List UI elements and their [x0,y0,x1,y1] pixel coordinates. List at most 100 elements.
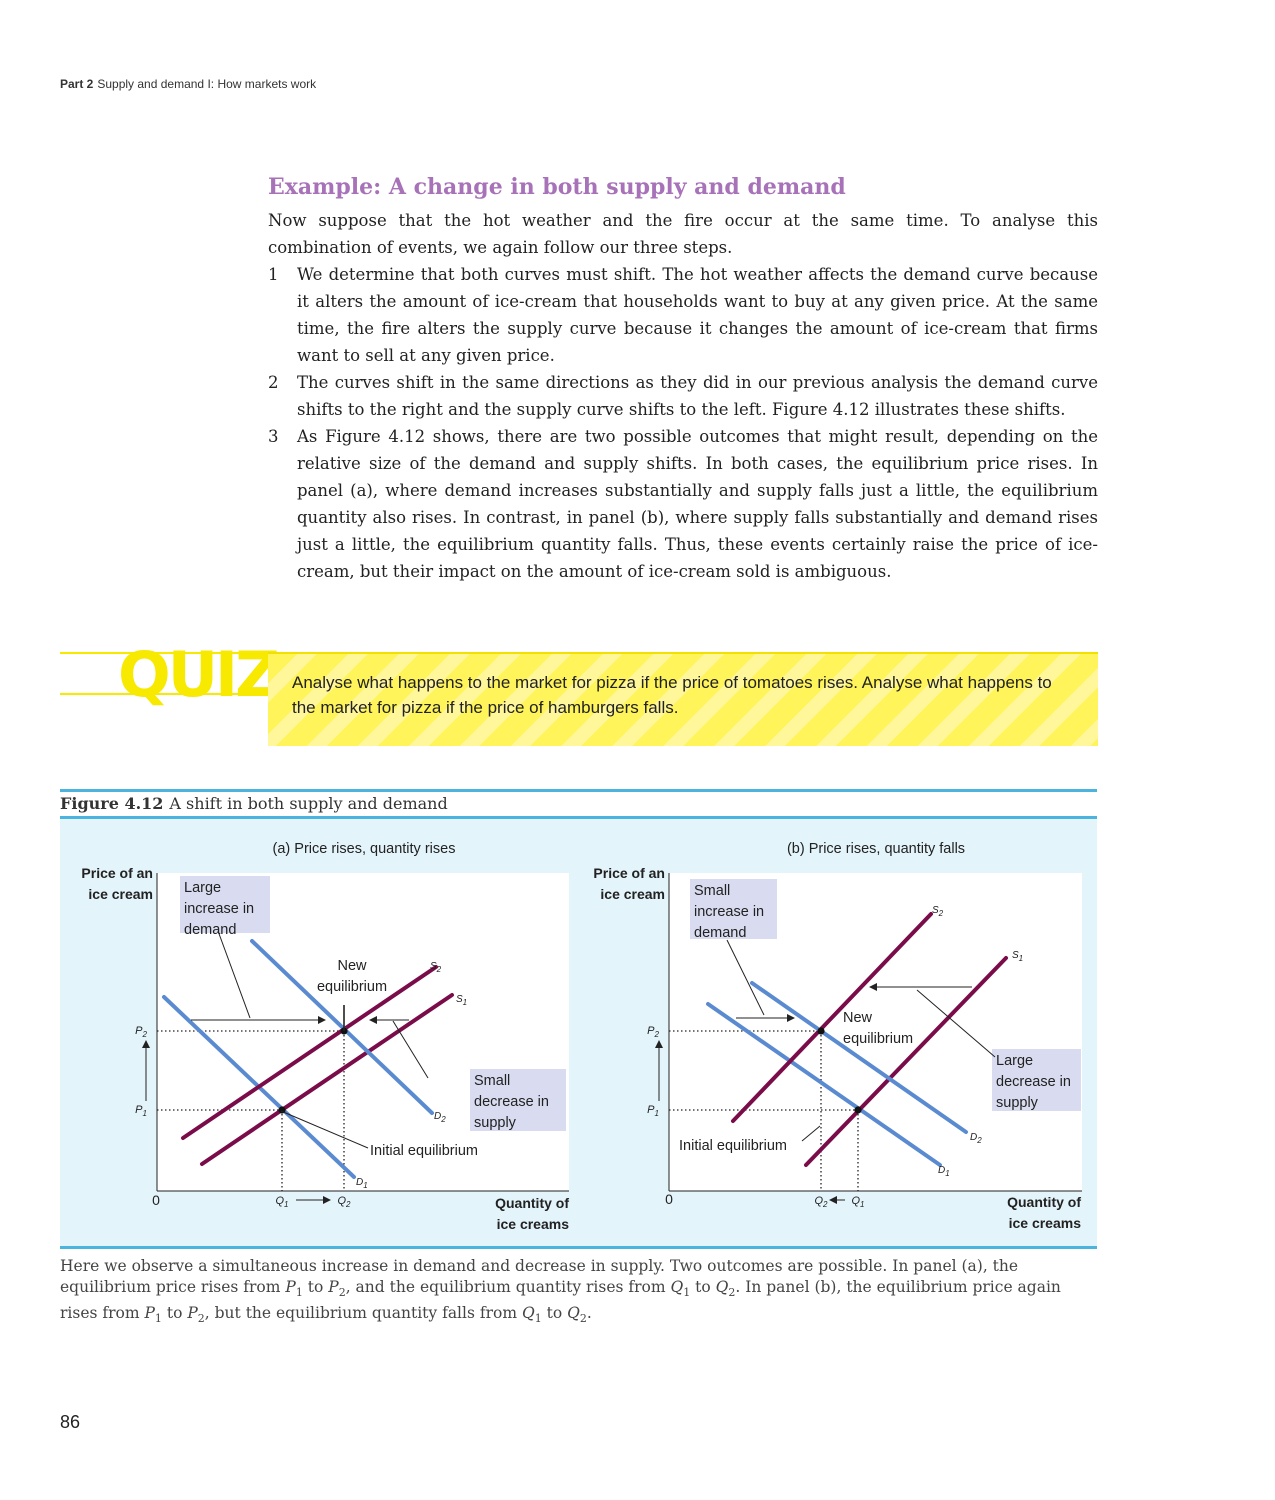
curve-label-d2: D2 [970,1132,982,1145]
annotation-leader-line [392,1020,429,1079]
annotation-leader-line [801,1125,821,1142]
note-text: . [586,1304,592,1323]
annotation-leader-line [916,989,996,1058]
figure-rule-mid [60,816,1097,819]
new-equilibrium-label: New [337,958,367,974]
quiz-rule-top [60,652,268,654]
page-number: 86 [60,1412,81,1432]
price-tick-label: P1 [135,1104,147,1118]
intro-paragraph: Now suppose that the hot weather and the… [268,211,1098,257]
note-text: Here we observe a simultaneous increase … [60,1257,1019,1296]
new-equilibrium-point [817,1027,825,1035]
note-subscript: 2 [338,1286,346,1300]
y-axis-label: ice cream [600,886,665,902]
x-axis-label: Quantity of [495,1195,569,1211]
note-subscript: 2 [579,1312,587,1326]
note-variable: P [328,1278,339,1296]
curve-label-d1: D1 [356,1177,368,1190]
quiz-rule-bottom [60,693,268,695]
section-title: Example: A change in both supply and dem… [268,174,846,200]
annotation-leader-line [726,939,765,1016]
step-number: 3 [268,427,279,446]
y-axis-label: Price of an [593,865,665,881]
step-item: 1 We determine that both curves must shif… [268,261,1098,369]
curve-s2 [731,912,933,1123]
step-text: The curves shift in the same directions … [297,373,1098,419]
note-variable: P [144,1304,155,1323]
annotation-text: supply [996,1095,1039,1111]
quantity-tick-label: Q2 [814,1195,828,1209]
note-text: , but the equilibrium quantity falls fro… [204,1304,522,1323]
note-variable: P [187,1304,198,1323]
note-variable: Q [715,1278,729,1296]
note-text: . In panel (b), the equilibrium price ag… [60,1278,1061,1323]
annotation-text: Small [474,1073,510,1089]
annotation-box-b [690,879,777,939]
note-variable: Q [521,1304,535,1323]
quiz-box: Analyse what happens to the market for p… [268,652,1098,746]
curve-label-d2: D2 [434,1111,446,1124]
initial-equilibrium-label: Initial equilibrium [679,1138,787,1154]
quiz-box-rule [268,652,1098,654]
curve-s1 [804,956,1008,1167]
annotation-box-b [992,1049,1081,1111]
panel-title-b: (b) Price rises, quantity falls [787,841,965,857]
figure-rule-top [60,789,1097,792]
x-axis-label: ice creams [497,1216,570,1232]
annotation-text: Large [184,880,221,896]
annotation-box-a [470,1069,566,1131]
curve-label-s2: S2 [932,905,944,918]
curve-d2 [250,939,434,1115]
note-text: , and the equilibrium quantity rises fro… [345,1278,671,1296]
annotation-text: Large [996,1053,1033,1069]
annotation-text: decrease in [996,1074,1071,1090]
note-subscript: 2 [728,1286,736,1300]
new-equilibrium-label: equilibrium [843,1031,913,1047]
note-subscript: 1 [534,1312,542,1326]
note-variable: Q [567,1304,580,1323]
step-number: 1 [268,265,279,284]
step-item: 2 The curves shift in the same directions… [268,369,1098,423]
note-variable: P [285,1278,296,1296]
price-tick-label: P2 [135,1025,147,1039]
annotation-text: increase in [184,901,254,917]
origin-label: 0 [152,1192,160,1208]
x-axis-label: ice creams [1009,1215,1082,1231]
quantity-tick-label: Q2 [337,1195,351,1209]
note-text: to [690,1278,716,1296]
figure-caption: Figure 4.12 A shift in both supply and de… [60,794,448,813]
note-text: to [302,1278,329,1296]
curve-label-s1: S1 [1012,950,1023,963]
annotation-text: demand [184,922,236,938]
annotation-text: decrease in [474,1094,549,1110]
note-subscript: 1 [154,1312,162,1326]
curve-d1 [706,1002,942,1167]
note-variable: Q [670,1278,684,1296]
curve-label-d1: D1 [938,1165,950,1178]
curve-label-s1: S1 [456,994,467,1007]
step-text: We determine that both curves must shift… [297,265,1098,365]
step-item: 3 As Figure 4.12 shows, there are two pos… [268,423,1098,585]
annotation-text: increase in [694,904,764,920]
note-subscript: 2 [197,1312,205,1326]
figure-number: Figure 4.12 [60,794,164,813]
price-tick-label: P2 [647,1025,659,1039]
step-number: 2 [268,373,279,392]
new-equilibrium-label: equilibrium [317,979,387,995]
annotation-text: Small [694,883,730,899]
price-tick-label: P1 [647,1104,659,1118]
note-text: to [161,1304,188,1323]
figure-rule-bottom [60,1246,1097,1249]
annotation-text: demand [694,925,746,941]
origin-label: 0 [665,1191,673,1207]
note-subscript: 1 [295,1286,303,1300]
annotation-text: supply [474,1115,517,1131]
step-text: As Figure 4.12 shows, there are two poss… [297,427,1098,581]
initial-equilibrium-label: Initial equilibrium [370,1143,478,1159]
figure-panel: (a) Price rises, quantity rises Price of … [60,819,1097,1246]
y-axis-label: ice cream [88,886,153,902]
curve-label-s2: S2 [430,961,442,974]
panel-title-a: (a) Price rises, quantity rises [273,841,456,857]
figure-chart: (a) Price rises, quantity rises Price of … [81,841,1082,1232]
annotation-leader-line [217,930,251,1019]
